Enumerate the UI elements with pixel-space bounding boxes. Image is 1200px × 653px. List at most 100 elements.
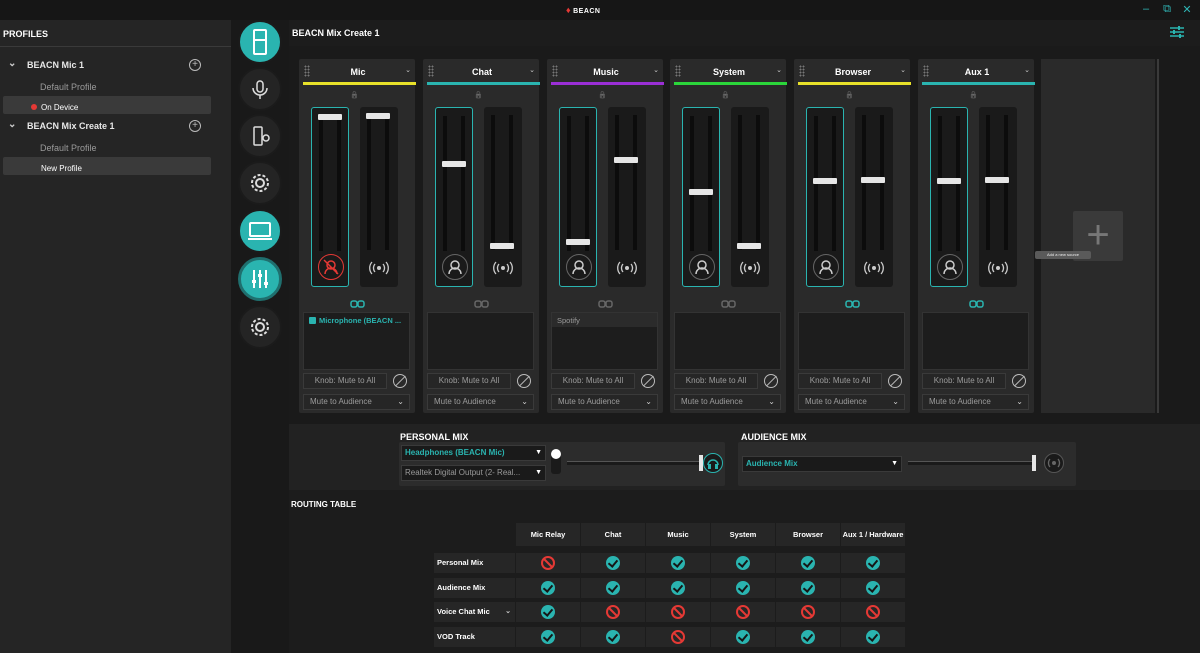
mixer-device-button[interactable] (238, 20, 282, 64)
fader-knob[interactable] (366, 113, 390, 119)
mute-to-audience-select[interactable]: Mute to Audience ⌄ (922, 394, 1029, 410)
user-mic-icon[interactable] (566, 254, 592, 280)
settings-button[interactable] (238, 305, 282, 349)
mixer-button[interactable] (238, 257, 282, 301)
slider-thumb[interactable] (699, 455, 703, 471)
knob-mute-all-button[interactable]: Knob: Mute to All (303, 373, 387, 389)
monitor-button[interactable] (238, 209, 282, 253)
channel-dropdown-icon[interactable]: ⌄ (653, 67, 659, 74)
routing-cell[interactable] (646, 578, 710, 598)
fader-knob[interactable] (566, 238, 590, 245)
routing-cell[interactable] (516, 578, 580, 598)
scrollbar[interactable] (1157, 59, 1159, 413)
mic-muted-icon[interactable] (318, 254, 344, 280)
mute-to-audience-select[interactable]: Mute to Audience ⌄ (674, 394, 781, 410)
personal-output-select[interactable]: Headphones (BEACN Mic) ▼ (401, 445, 546, 461)
channel-dropdown-icon[interactable]: ⌄ (529, 67, 535, 74)
drag-handle-icon[interactable] (799, 65, 805, 77)
routing-cell[interactable] (646, 627, 710, 647)
routing-cell[interactable] (646, 602, 710, 622)
lock-icon[interactable]: 🔒 (598, 92, 607, 99)
knob-mute-all-button[interactable]: Knob: Mute to All (674, 373, 758, 389)
device-light-button[interactable] (238, 114, 282, 158)
fader-knob[interactable] (689, 189, 713, 196)
mute-icon[interactable] (517, 374, 531, 388)
checkbox-icon[interactable] (309, 317, 316, 324)
profile-item-on-device[interactable]: On Device (3, 96, 211, 114)
add-profile-button[interactable]: + (189, 59, 201, 71)
fader-knob[interactable] (737, 243, 761, 249)
routing-cell[interactable] (516, 553, 580, 573)
fader-knob[interactable] (985, 176, 1009, 183)
knob-mute-all-button[interactable]: Knob: Mute to All (427, 373, 511, 389)
routing-cell[interactable] (776, 627, 840, 647)
routing-cell[interactable] (581, 553, 645, 573)
routing-cell[interactable] (776, 602, 840, 622)
routing-cell[interactable] (516, 602, 580, 622)
unlink-icon[interactable] (598, 296, 613, 308)
personal-toggle[interactable] (551, 449, 561, 474)
close-button[interactable]: ✕ (1182, 4, 1192, 16)
mic-settings-button[interactable] (238, 67, 282, 111)
source-item[interactable]: Microphone (BEACN ... (304, 313, 409, 327)
slider-thumb[interactable] (1032, 455, 1036, 471)
add-profile-button[interactable]: + (189, 120, 201, 132)
routing-cell[interactable] (711, 627, 775, 647)
source-item[interactable]: Spotify (552, 313, 657, 327)
right-fader[interactable] (979, 107, 1017, 287)
profile-item-new-profile[interactable]: New Profile (3, 157, 211, 175)
lock-icon[interactable]: 🔒 (474, 92, 483, 99)
profile-group-beacn-mic[interactable]: ⌄ BEACN Mic 1 (8, 58, 84, 70)
profile-group-beacn-mix[interactable]: ⌄ BEACN Mix Create 1 (8, 119, 115, 131)
drag-handle-icon[interactable] (428, 65, 434, 77)
broadcast-icon[interactable] (490, 255, 516, 281)
broadcast-icon[interactable] (861, 255, 887, 281)
routing-cell[interactable] (581, 627, 645, 647)
mute-to-audience-select[interactable]: Mute to Audience ⌄ (303, 394, 410, 410)
channel-dropdown-icon[interactable]: ⌄ (405, 67, 411, 74)
drag-handle-icon[interactable] (552, 65, 558, 77)
audience-volume-slider[interactable] (908, 455, 1036, 471)
routing-cell[interactable] (776, 553, 840, 573)
audience-output-select[interactable]: Audience Mix ▼ (742, 456, 902, 472)
mute-icon[interactable] (641, 374, 655, 388)
routing-cell[interactable] (581, 602, 645, 622)
fader-knob[interactable] (318, 114, 342, 120)
minimize-button[interactable]: – (1142, 3, 1150, 15)
routing-cell[interactable] (841, 578, 905, 598)
fader-knob[interactable] (442, 160, 466, 167)
lock-icon[interactable]: 🔒 (969, 92, 978, 99)
right-fader[interactable] (484, 107, 522, 287)
routing-cell[interactable] (711, 578, 775, 598)
settings-button[interactable] (238, 161, 282, 205)
drag-handle-icon[interactable] (304, 65, 310, 77)
knob-mute-all-button[interactable]: Knob: Mute to All (551, 373, 635, 389)
link-icon[interactable] (350, 296, 365, 308)
routing-cell[interactable] (711, 553, 775, 573)
profile-item-default[interactable]: Default Profile (40, 143, 97, 153)
chevron-down-icon[interactable]: ⌄ (505, 608, 511, 615)
routing-cell[interactable] (841, 627, 905, 647)
fader-knob[interactable] (861, 176, 885, 183)
unlink-icon[interactable] (721, 296, 736, 308)
left-fader[interactable] (930, 107, 968, 287)
right-fader[interactable] (731, 107, 769, 287)
routing-cell[interactable] (581, 578, 645, 598)
left-fader[interactable] (311, 107, 349, 287)
personal-volume-slider[interactable] (567, 455, 703, 471)
lock-icon[interactable]: 🔒 (721, 92, 730, 99)
mute-icon[interactable] (393, 374, 407, 388)
chevron-down-icon[interactable]: ⌄ (8, 58, 17, 69)
personal-secondary-select[interactable]: Realtek Digital Output (2- Real... ▼ (401, 465, 546, 481)
restore-button[interactable]: ⧉ (1163, 3, 1171, 15)
routing-cell[interactable] (776, 578, 840, 598)
unlink-icon[interactable] (474, 296, 489, 308)
sliders-icon[interactable] (1169, 25, 1185, 39)
left-fader[interactable] (559, 107, 597, 287)
mute-to-audience-select[interactable]: Mute to Audience ⌄ (798, 394, 905, 410)
right-fader[interactable] (608, 107, 646, 287)
routing-cell[interactable] (841, 602, 905, 622)
routing-cell[interactable] (711, 602, 775, 622)
channel-dropdown-icon[interactable]: ⌄ (1024, 67, 1030, 74)
link-icon[interactable] (845, 296, 860, 308)
